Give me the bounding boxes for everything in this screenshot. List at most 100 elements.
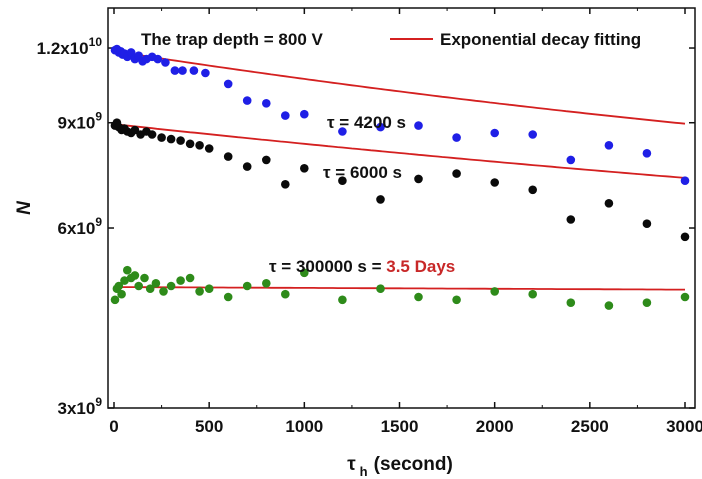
data-point bbox=[166, 134, 176, 144]
data-point bbox=[376, 284, 385, 294]
data-point bbox=[338, 295, 347, 305]
data-point bbox=[680, 292, 690, 302]
data-point bbox=[176, 276, 185, 285]
data-point bbox=[126, 48, 136, 57]
data-point bbox=[159, 287, 168, 296]
y-tick-label: 9x109 bbox=[57, 110, 102, 133]
data-point bbox=[195, 141, 204, 150]
data-point bbox=[223, 152, 233, 161]
data-point bbox=[185, 273, 195, 283]
data-point bbox=[153, 54, 163, 64]
data-point bbox=[242, 281, 252, 291]
y-tick-label: 3x109 bbox=[57, 395, 102, 418]
data-point bbox=[120, 276, 129, 285]
y-tick-exponent: 9 bbox=[95, 110, 102, 124]
data-point bbox=[223, 79, 233, 89]
data-point bbox=[223, 292, 233, 302]
data-point bbox=[123, 265, 132, 275]
y-tick-exponent: 10 bbox=[89, 35, 103, 49]
fit-curve bbox=[113, 50, 686, 125]
x-tick-label: 3000 bbox=[666, 417, 702, 436]
data-point bbox=[170, 66, 180, 75]
x-tick-label: 1000 bbox=[285, 417, 323, 436]
data-point bbox=[185, 139, 195, 149]
y-axis-title: N bbox=[14, 200, 35, 215]
x-axis-sub: h bbox=[360, 464, 368, 479]
data-point bbox=[376, 122, 385, 132]
data-point bbox=[281, 289, 290, 299]
data-point bbox=[178, 66, 187, 75]
data-point bbox=[262, 279, 271, 288]
data-point bbox=[452, 133, 461, 142]
tau-6000-annotation: τ = 6000 s bbox=[323, 163, 402, 182]
data-point bbox=[604, 141, 614, 150]
data-point bbox=[490, 178, 500, 187]
data-point bbox=[117, 289, 126, 299]
data-point bbox=[134, 281, 143, 291]
data-point bbox=[528, 130, 537, 139]
data-point bbox=[604, 301, 614, 310]
x-tick-label: 500 bbox=[195, 417, 223, 436]
x-tick-label: 0 bbox=[109, 417, 118, 436]
data-point bbox=[151, 279, 161, 288]
data-point bbox=[300, 109, 309, 119]
data-point bbox=[452, 295, 461, 305]
data-point bbox=[147, 130, 157, 139]
data-point bbox=[242, 96, 252, 105]
x-tick-label: 1500 bbox=[381, 417, 419, 436]
y-tick-mantissa: 6x10 bbox=[57, 219, 95, 238]
data-point bbox=[414, 174, 423, 184]
data-point bbox=[189, 66, 199, 75]
y-tick-mantissa: 9x10 bbox=[57, 114, 95, 133]
data-point bbox=[204, 284, 214, 294]
y-tick-label: 6x109 bbox=[57, 215, 102, 238]
data-point bbox=[604, 199, 614, 208]
days-highlight: 3.5 Days bbox=[386, 257, 455, 276]
y-tick-exponent: 9 bbox=[95, 395, 102, 409]
data-point bbox=[110, 295, 120, 305]
data-point bbox=[566, 215, 576, 224]
data-point bbox=[176, 136, 185, 145]
x-tick-label: 2500 bbox=[571, 417, 609, 436]
tau-4200-annotation: τ = 4200 s bbox=[327, 113, 406, 132]
data-point bbox=[490, 128, 500, 138]
data-point bbox=[528, 185, 537, 195]
data-point bbox=[376, 195, 385, 204]
tau-300000-annotation: τ = 300000 s = 3.5 Days bbox=[269, 257, 455, 276]
tau-300000-prefix: τ = 300000 s = bbox=[269, 257, 386, 276]
x-axis-suffix: (second) bbox=[374, 454, 453, 475]
data-point bbox=[262, 155, 271, 165]
data-point bbox=[414, 292, 423, 302]
x-tick-label: 2000 bbox=[476, 417, 514, 436]
data-point bbox=[642, 298, 652, 308]
data-point bbox=[452, 169, 461, 178]
plot-frame bbox=[107, 7, 696, 409]
data-point bbox=[281, 111, 290, 120]
y-tick-label: 1.2x1010 bbox=[37, 35, 103, 58]
data-point bbox=[114, 281, 124, 291]
data-point bbox=[414, 121, 423, 130]
data-point bbox=[145, 284, 155, 294]
data-point bbox=[195, 287, 204, 296]
fit-curve bbox=[113, 123, 686, 179]
data-point bbox=[338, 176, 347, 185]
data-point bbox=[566, 155, 576, 165]
data-point bbox=[680, 232, 690, 242]
data-point bbox=[680, 176, 690, 185]
trap-depth-annotation: The trap depth = 800 V bbox=[141, 30, 324, 49]
data-point bbox=[130, 271, 140, 280]
data-point bbox=[300, 164, 309, 173]
x-axis-title: τ h (second) bbox=[347, 454, 453, 479]
data-point bbox=[281, 180, 290, 189]
data-point bbox=[157, 133, 166, 142]
data-point bbox=[566, 298, 576, 308]
data-point bbox=[140, 273, 149, 283]
x-axis-tau: τ bbox=[347, 454, 356, 475]
data-point bbox=[642, 149, 652, 158]
y-tick-mantissa: 1.2x10 bbox=[37, 39, 89, 58]
y-tick-mantissa: 3x10 bbox=[57, 399, 95, 418]
data-point bbox=[166, 281, 176, 291]
data-point bbox=[300, 268, 309, 278]
y-tick-exponent: 9 bbox=[95, 215, 102, 229]
